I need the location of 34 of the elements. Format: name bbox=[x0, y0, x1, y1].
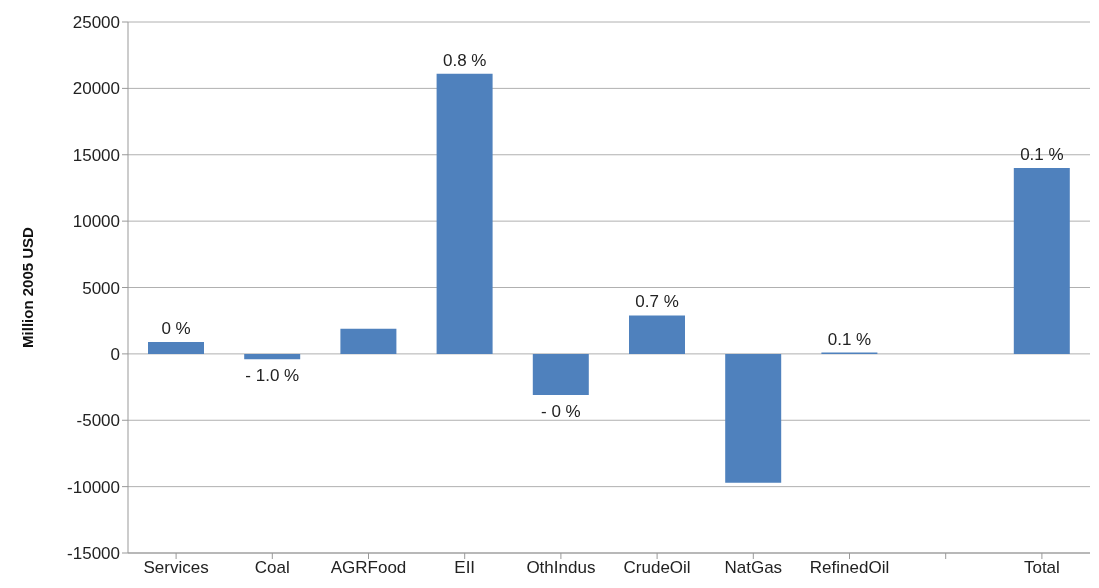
bar bbox=[629, 315, 685, 354]
y-tick-label: 5000 bbox=[82, 278, 120, 298]
annotation: - 0 % bbox=[541, 402, 581, 422]
y-tick-label: 25000 bbox=[72, 13, 120, 33]
x-tick-label: OthIndus bbox=[526, 558, 596, 578]
x-tick-label: Total bbox=[1023, 558, 1060, 578]
annotation: 0.8 % bbox=[442, 50, 487, 70]
bar bbox=[1013, 168, 1070, 354]
bar bbox=[148, 341, 204, 354]
annotation: 0.1 % bbox=[827, 329, 872, 349]
annotation: 0 % bbox=[161, 318, 191, 338]
y-tick-label: -15000 bbox=[67, 544, 120, 564]
y-axis-title: Million 2005 USD bbox=[19, 226, 37, 348]
x-tick-label: AGRFood bbox=[330, 558, 407, 578]
bar bbox=[725, 353, 782, 483]
bar bbox=[436, 73, 493, 354]
y-tick-label: 20000 bbox=[72, 79, 120, 99]
y-tick-label: 15000 bbox=[72, 145, 120, 165]
x-tick-label: Coal bbox=[254, 558, 290, 578]
annotation: 0.1 % bbox=[1020, 145, 1064, 165]
y-tick-label: -10000 bbox=[67, 477, 120, 497]
x-tick-label: RefinedOil bbox=[809, 558, 890, 578]
y-tick-label: 0 bbox=[110, 344, 120, 364]
y-tick-label: -5000 bbox=[76, 411, 120, 431]
x-tick-label: EII bbox=[454, 558, 476, 578]
bar bbox=[244, 353, 301, 360]
x-tick-label: CrudeOil bbox=[623, 558, 691, 578]
annotation: 0.7 % bbox=[635, 292, 679, 312]
y-tick-label: 10000 bbox=[72, 212, 120, 232]
x-tick-label: NatGas bbox=[724, 558, 783, 578]
bar bbox=[340, 328, 397, 354]
x-tick-label: Services bbox=[143, 558, 209, 578]
annotation: - 1.0 % bbox=[245, 366, 300, 386]
bar bbox=[532, 353, 589, 396]
